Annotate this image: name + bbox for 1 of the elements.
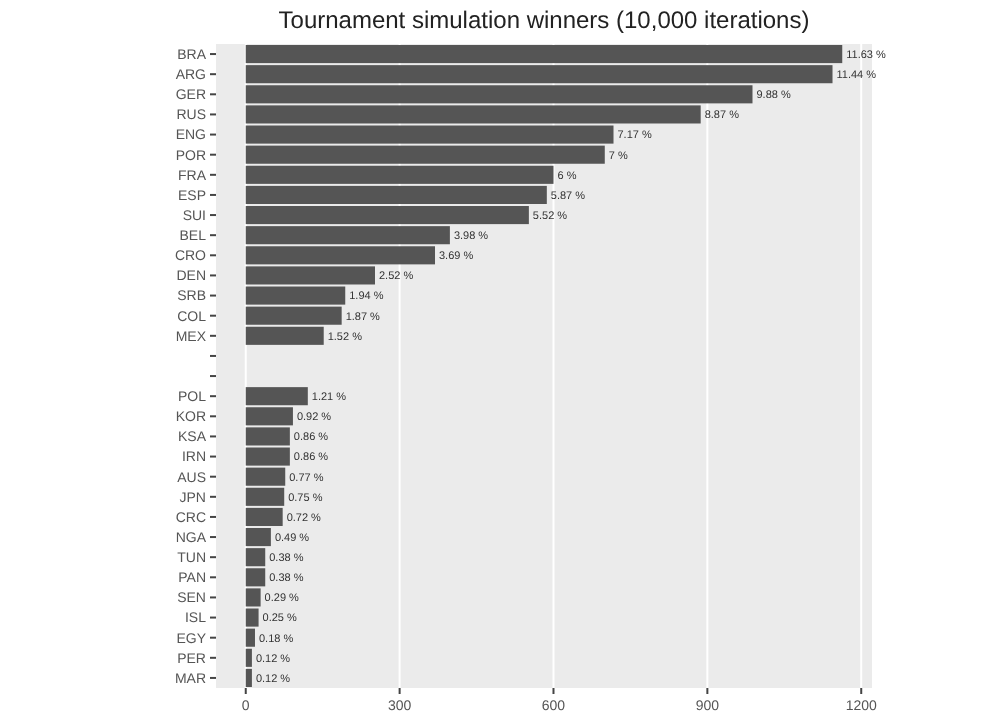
chart-title: Tournament simulation winners (10,000 iterations): [278, 6, 810, 34]
